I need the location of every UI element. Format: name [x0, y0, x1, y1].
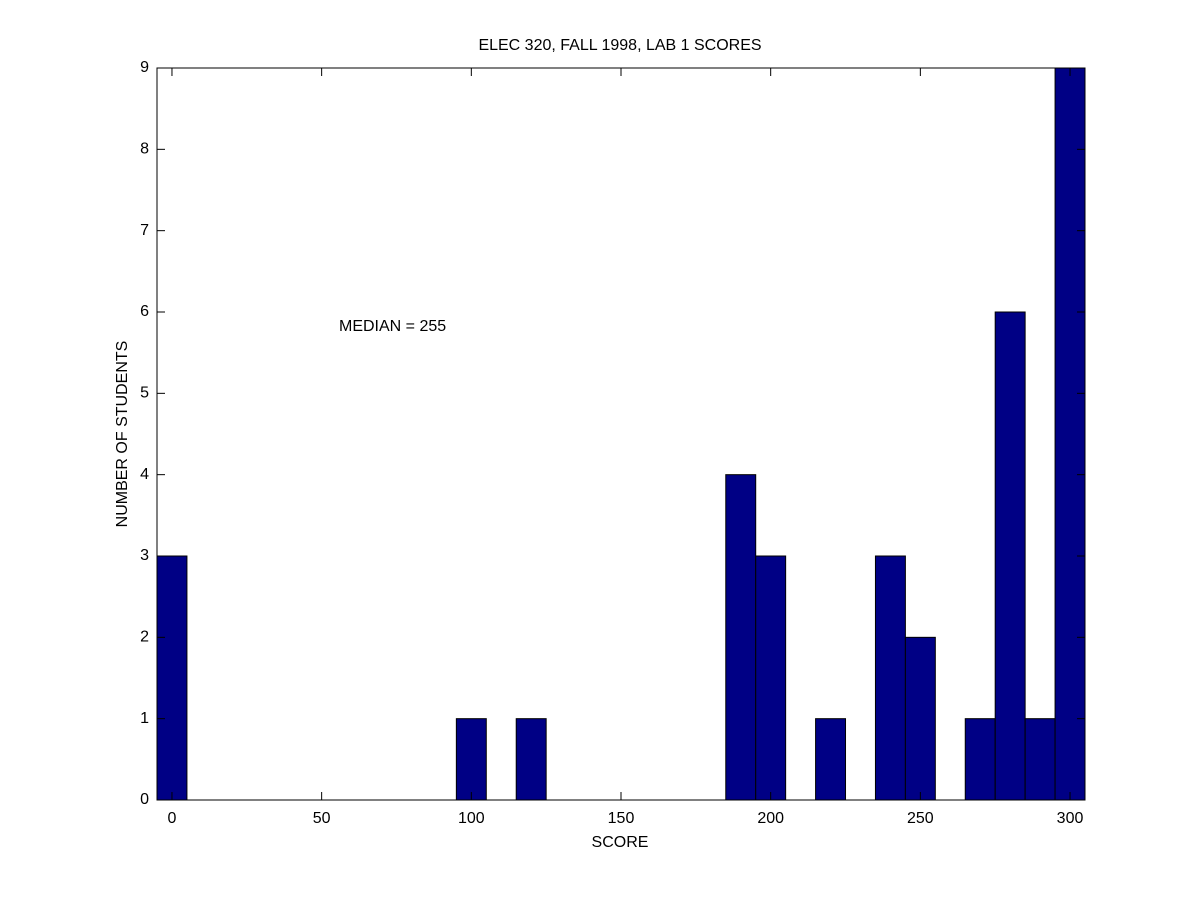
y-tick-label: 9 — [140, 59, 149, 76]
y-tick-label: 4 — [140, 466, 149, 483]
chart-title: ELEC 320, FALL 1998, LAB 1 SCORES — [478, 37, 761, 54]
bar — [156, 555, 188, 801]
y-tick-label: 1 — [140, 710, 149, 727]
bar — [1024, 718, 1056, 801]
x-tick-label: 0 — [168, 810, 177, 827]
y-tick-label: 7 — [140, 222, 149, 239]
x-tick-label: 100 — [458, 810, 485, 827]
bar — [515, 718, 547, 801]
bar — [874, 555, 906, 801]
y-tick-label: 5 — [140, 385, 149, 402]
bar — [1054, 67, 1086, 801]
y-tick-label: 6 — [140, 303, 149, 320]
y-tick-label: 3 — [140, 547, 149, 564]
annotation: MEDIAN = 255 — [339, 318, 446, 335]
bar — [815, 718, 847, 801]
y-axis-label: NUMBER OF STUDENTS — [114, 341, 131, 528]
bar — [455, 718, 487, 801]
x-tick-label: 200 — [757, 810, 784, 827]
bar — [994, 311, 1026, 801]
x-tick-label: 250 — [907, 810, 934, 827]
x-tick-label: 300 — [1057, 810, 1084, 827]
bar — [964, 718, 996, 801]
y-tick-label: 2 — [140, 629, 149, 646]
x-tick-label: 150 — [608, 810, 635, 827]
bar — [725, 474, 757, 801]
y-tick-label: 8 — [140, 141, 149, 158]
x-tick-label: 50 — [313, 810, 331, 827]
bar — [755, 555, 787, 801]
bar — [904, 636, 936, 801]
x-axis-label: SCORE — [592, 834, 649, 851]
y-tick-label: 0 — [140, 791, 149, 808]
